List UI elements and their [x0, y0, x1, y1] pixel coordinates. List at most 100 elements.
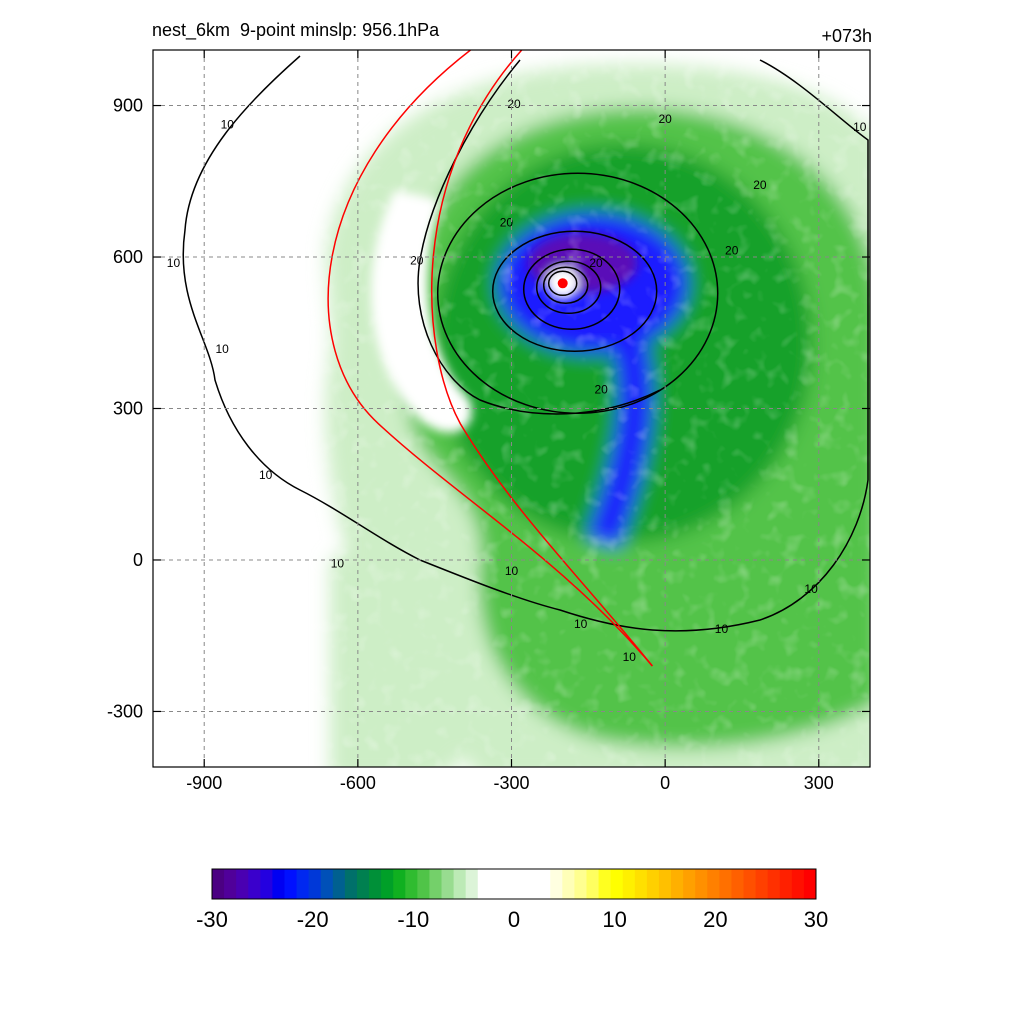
colorbar-swatch [791, 869, 805, 899]
x-tick-label: 0 [660, 773, 670, 793]
contour-label: 10 [715, 622, 729, 636]
colorbar-swatch [622, 869, 636, 899]
contour-label: 10 [853, 120, 867, 134]
contour-label: 20 [725, 243, 739, 257]
contour-label: 20 [594, 382, 608, 396]
track-line-east [431, 50, 653, 667]
contour-label: 20 [500, 216, 514, 230]
colorbar-swatch [586, 869, 600, 899]
x-tick-label: -300 [493, 773, 529, 793]
colorbar-swatch [646, 869, 660, 899]
colorbar-swatch [224, 869, 237, 899]
colorbar-swatch [779, 869, 793, 899]
colorbar-swatch [489, 869, 503, 899]
contour-label: 10 [574, 617, 588, 631]
colorbar-swatch [236, 869, 249, 899]
colorbar-swatch [574, 869, 587, 899]
colorbar-swatch [308, 869, 322, 899]
y-tick-label: 900 [113, 96, 143, 116]
contour-ring [522, 248, 621, 331]
colorbar-swatch [272, 869, 285, 899]
colorbar-tick-label: -30 [196, 907, 228, 932]
track-lines [327, 50, 653, 667]
colorbar-swatch [429, 869, 443, 899]
colorbar-swatch [381, 869, 394, 899]
colorbar-swatch [743, 869, 757, 899]
forecast-hour-label: +073h [821, 26, 872, 46]
colorbar-swatch [634, 869, 648, 899]
field-texture [153, 50, 870, 767]
contour-label: 10 [215, 342, 229, 356]
colorbar-swatch [526, 869, 539, 899]
colorbar-swatch [755, 869, 769, 899]
contour-ring [542, 266, 589, 305]
colorbar-tick-label: -10 [397, 907, 429, 932]
colorbar-swatch [803, 869, 817, 899]
colorbar-swatch [767, 869, 781, 899]
contour-label: 10 [221, 117, 235, 131]
contour-ring [535, 260, 602, 315]
y-tick-label: -300 [107, 701, 143, 721]
colorbar-swatch [356, 869, 370, 899]
colorbar-swatch [477, 869, 491, 899]
colorbar [211, 868, 817, 900]
storm-center-marker [557, 278, 568, 289]
contour-ring [491, 230, 658, 353]
colorbar-swatch [695, 869, 708, 899]
contour-label: 10 [167, 256, 181, 270]
contour-label: 20 [507, 97, 521, 111]
colorbar-swatch [417, 869, 430, 899]
colorbar-swatch [320, 869, 334, 899]
plot-title: nest_6km 9-point minslp: 956.1hPa [152, 20, 440, 40]
colorbar-swatch [393, 869, 406, 899]
colorbar-tick-label: 10 [602, 907, 626, 932]
x-tick-label: 300 [804, 773, 834, 793]
contour-label: 10 [804, 582, 818, 596]
contour-label: 10 [331, 557, 345, 571]
colorbar-swatch [405, 869, 418, 899]
colorbar-swatch [248, 869, 261, 899]
colorbar-tick-label: -20 [297, 907, 329, 932]
y-axis: -300 0 300 600 900 [107, 96, 143, 722]
contour-label: 20 [410, 254, 424, 268]
contour-ring [547, 270, 578, 297]
colorbar-swatch [550, 869, 563, 899]
colorbar-tick-label: 30 [804, 907, 828, 932]
colorbar-tick-label: 0 [508, 907, 520, 932]
colorbar-swatch [441, 869, 455, 899]
colorbar-swatch [610, 869, 624, 899]
y-tick-label: 0 [133, 550, 143, 570]
colorbar-swatch [465, 869, 479, 899]
colorbar-swatch [501, 869, 515, 899]
colorbar-swatch [514, 869, 527, 899]
colorbar-swatch [344, 869, 358, 899]
contour-label: 20 [589, 256, 603, 270]
colorbar-swatch [598, 869, 612, 899]
contour-label: 20 [658, 112, 672, 126]
colorbar-swatch [369, 869, 382, 899]
colorbar-swatch [296, 869, 310, 899]
contour-label: 10 [259, 468, 273, 482]
colorbar-swatch [562, 869, 575, 899]
colorbar-swatch [284, 869, 298, 899]
colorbar-tick-label: 20 [703, 907, 727, 932]
y-tick-label: 600 [113, 247, 143, 267]
contour-label: 10 [623, 650, 637, 664]
colorbar-swatch [538, 869, 551, 899]
track-line-west [327, 50, 653, 667]
colorbar-swatch [260, 869, 273, 899]
x-tick-label: -900 [186, 773, 222, 793]
colorbar-swatch [707, 869, 720, 899]
y-tick-label: 300 [113, 399, 143, 419]
axis-ticks [153, 50, 870, 767]
colorbar-swatch [683, 869, 696, 899]
colorbar-swatch [658, 869, 672, 899]
colorbar-frame [211, 868, 817, 900]
colorbar-swatch [719, 869, 732, 899]
colorbar-swatch [332, 869, 346, 899]
colorbar-swatch [453, 869, 467, 899]
colorbar-swatch [731, 869, 745, 899]
colorbar-swatch [671, 869, 684, 899]
